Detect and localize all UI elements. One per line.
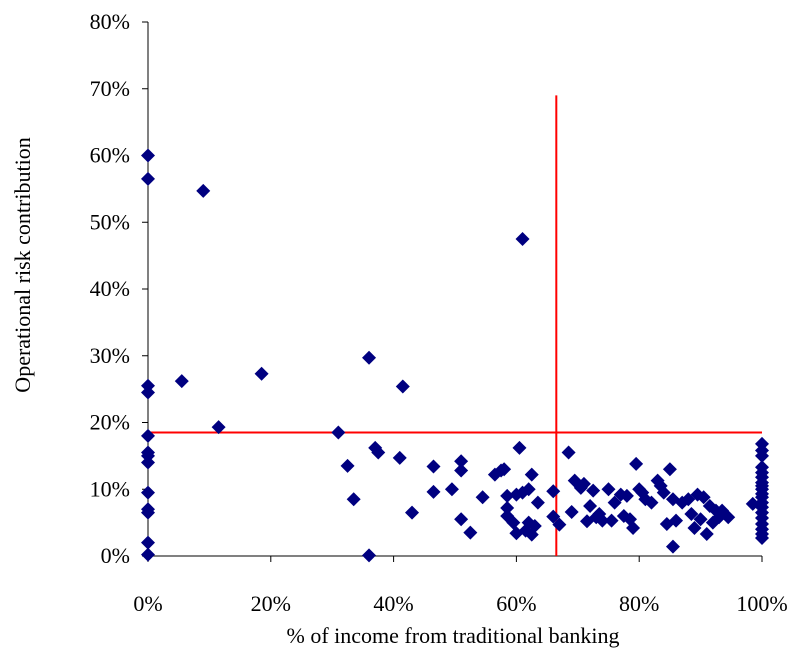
data-point: [527, 518, 542, 533]
x-tick-label: 0%: [133, 591, 162, 616]
data-point: [454, 512, 469, 527]
data-point: [755, 530, 769, 545]
y-tick-label: 80%: [90, 9, 130, 34]
data-point: [684, 506, 699, 521]
data-point: [362, 350, 377, 365]
data-point: [371, 445, 386, 460]
y-axis-label: Operational risk contribution: [10, 137, 35, 392]
data-point: [405, 505, 420, 520]
data-point: [174, 374, 189, 389]
data-point: [497, 462, 512, 477]
y-tick-label: 50%: [90, 209, 130, 234]
data-point: [141, 547, 155, 562]
data-point: [141, 171, 155, 186]
reference-lines: [148, 95, 762, 556]
data-point: [619, 488, 634, 503]
data-point: [564, 504, 579, 519]
y-tick-label: 40%: [90, 276, 130, 301]
y-tick-label: 0%: [101, 543, 130, 568]
data-point: [346, 492, 361, 507]
data-point: [607, 495, 622, 510]
data-point: [629, 456, 644, 471]
data-point: [546, 509, 561, 524]
data-point: [196, 183, 211, 198]
x-tick-label: 20%: [251, 591, 291, 616]
data-point: [576, 476, 591, 491]
data-point: [454, 463, 469, 478]
x-tick-label: 80%: [619, 591, 659, 616]
data-point: [665, 539, 680, 554]
data-point: [583, 498, 598, 513]
data-point: [141, 535, 155, 550]
data-point: [604, 513, 619, 528]
data-point: [546, 484, 561, 499]
data-point: [662, 462, 677, 477]
data-point: [362, 548, 377, 563]
x-tick-label: 100%: [736, 591, 787, 616]
data-point: [444, 482, 459, 497]
data-point: [463, 525, 478, 540]
data-point: [392, 450, 407, 465]
x-tick-label: 60%: [496, 591, 536, 616]
data-point: [426, 484, 441, 499]
data-point: [211, 420, 226, 435]
data-point: [696, 490, 711, 505]
data-point: [586, 483, 601, 498]
y-tick-label: 60%: [90, 143, 130, 168]
data-point: [340, 458, 355, 473]
y-tick-label: 20%: [90, 410, 130, 435]
data-point: [687, 520, 702, 535]
data-point: [530, 495, 545, 510]
data-point: [521, 482, 536, 497]
data-point: [524, 467, 539, 482]
data-point: [721, 510, 736, 525]
y-tick-label: 30%: [90, 343, 130, 368]
data-point: [601, 482, 616, 497]
data-point: [454, 454, 469, 469]
data-point: [331, 425, 346, 440]
data-point: [500, 500, 515, 515]
data-point: [699, 526, 714, 541]
data-point: [141, 505, 155, 520]
data-point: [644, 495, 659, 510]
data-point: [395, 379, 410, 394]
data-point: [712, 510, 727, 525]
data-point: [755, 448, 769, 463]
data-point: [669, 513, 684, 528]
data-point: [515, 231, 530, 246]
data-point: [506, 515, 521, 530]
data-point: [141, 148, 155, 163]
y-tick-label: 70%: [90, 76, 130, 101]
x-tick-label: 40%: [373, 591, 413, 616]
data-point: [141, 485, 155, 500]
data-point: [693, 512, 708, 527]
tick-labels: 0% 10% 20% 30% 40% 50% 60% 70% 80% 0% 20% 40% 60% 80%…: [90, 9, 788, 616]
data-point: [656, 485, 671, 500]
x-axis-label: % of income from traditional banking: [287, 623, 620, 648]
data-point: [500, 488, 515, 503]
data-point: [141, 428, 155, 443]
y-tick-label: 10%: [90, 476, 130, 501]
data-point: [475, 490, 490, 505]
data-point: [141, 455, 155, 470]
data-point: [426, 459, 441, 474]
data-point: [595, 513, 610, 528]
data-point: [141, 385, 155, 400]
data-points: [141, 148, 769, 563]
data-point: [254, 366, 269, 381]
axes: [142, 21, 763, 562]
data-point: [626, 520, 641, 535]
data-point: [561, 445, 576, 460]
data-point: [512, 440, 527, 455]
data-point: [552, 517, 567, 532]
